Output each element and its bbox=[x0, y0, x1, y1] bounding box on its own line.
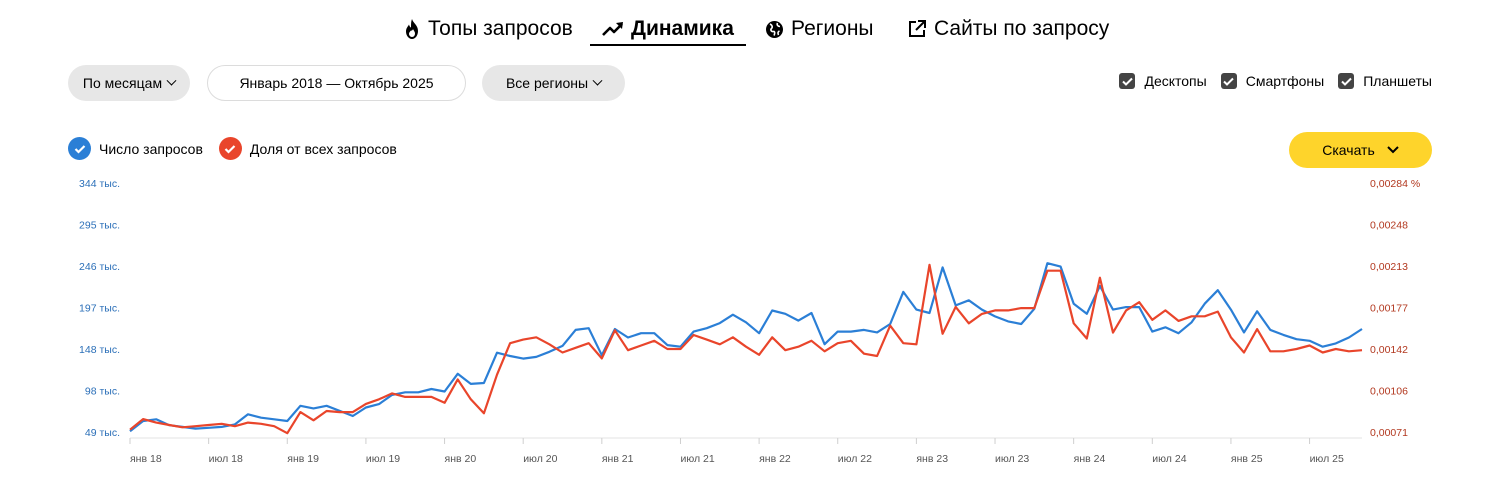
y-left-tick-label: 148 тыс. bbox=[79, 344, 120, 356]
tab-label: Регионы bbox=[791, 17, 874, 40]
legend-item-share[interactable]: Доля от всех запросов bbox=[218, 137, 397, 160]
legend-label: Доля от всех запросов bbox=[249, 140, 397, 157]
device-label: Планшеты bbox=[1363, 73, 1432, 89]
y-left-tick-label: 197 тыс. bbox=[79, 303, 120, 315]
period-value: По месяцам bbox=[82, 75, 163, 91]
series-line-queries bbox=[129, 262, 1363, 433]
device-tablet-checkbox[interactable]: Планшеты bbox=[1338, 73, 1432, 89]
y-right-tick-label: 0,00142 bbox=[1370, 344, 1408, 356]
x-tick-label: янв 24 bbox=[1074, 453, 1106, 465]
x-tick-label: июл 23 bbox=[995, 453, 1029, 465]
device-label: Десктопы bbox=[1144, 73, 1207, 89]
tab-sites[interactable]: Сайты по запросу bbox=[907, 14, 1109, 44]
x-tick-label: июл 18 bbox=[209, 453, 243, 465]
device-label: Смартфоны bbox=[1245, 73, 1325, 89]
tab-label: Топы запросов bbox=[428, 17, 573, 40]
checkbox-checked-icon bbox=[1338, 73, 1355, 89]
chevron-down-icon bbox=[166, 75, 177, 86]
x-tick-label: янв 25 bbox=[1231, 453, 1263, 465]
y-left-tick-label: 49 тыс. bbox=[85, 427, 120, 439]
globe-icon bbox=[766, 20, 783, 38]
x-tick-label: июл 20 bbox=[523, 453, 557, 465]
device-filters: Десктопы Смартфоны Планшеты bbox=[1119, 73, 1432, 89]
y-left-tick-label: 295 тыс. bbox=[79, 220, 120, 232]
x-tick-label: янв 21 bbox=[602, 453, 634, 465]
y-right-tick-label: 0,00177 bbox=[1370, 303, 1408, 315]
x-tick-label: июл 25 bbox=[1310, 453, 1344, 465]
x-tick-label: янв 22 bbox=[759, 453, 791, 465]
x-tick-label: янв 18 bbox=[130, 453, 162, 465]
checkbox-checked-icon bbox=[1119, 73, 1136, 89]
y-left-tick-label: 246 тыс. bbox=[79, 261, 120, 273]
chart-legend: Число запросов Доля от всех запросов bbox=[68, 137, 397, 160]
series-line-share bbox=[129, 263, 1363, 435]
tab-bar: Топы запросов Динамика Регионы Сайты по … bbox=[0, 14, 1498, 46]
x-tick-label: янв 20 bbox=[445, 453, 477, 465]
x-tick-label: июл 21 bbox=[680, 453, 714, 465]
tab-top-queries[interactable]: Топы запросов bbox=[403, 14, 573, 44]
y-right-tick-label: 0,00106 bbox=[1370, 386, 1408, 398]
region-value: Все регионы bbox=[505, 75, 589, 91]
chevron-down-icon bbox=[592, 75, 603, 86]
chevron-down-icon bbox=[1387, 146, 1399, 154]
y-right-tick-label: 0,00213 bbox=[1370, 261, 1408, 273]
x-tick-label: янв 23 bbox=[916, 453, 948, 465]
region-select[interactable]: Все регионы bbox=[482, 65, 625, 101]
tab-dynamics[interactable]: Динамика bbox=[590, 14, 746, 46]
x-tick-label: июл 19 bbox=[366, 453, 400, 465]
y-right-tick-label: 0,00248 bbox=[1370, 220, 1408, 232]
download-label: Скачать bbox=[1322, 142, 1375, 158]
y-right-tick-label: 0,00284 % bbox=[1370, 178, 1420, 190]
tab-label: Сайты по запросу bbox=[934, 17, 1110, 40]
date-range-value: Январь 2018 — Октябрь 2025 bbox=[239, 75, 434, 91]
tab-label: Динамика bbox=[631, 17, 734, 40]
legend-label: Число запросов bbox=[99, 140, 203, 157]
device-smartphone-checkbox[interactable]: Смартфоны bbox=[1220, 73, 1325, 89]
check-circle-icon bbox=[68, 137, 91, 160]
tab-regions[interactable]: Регионы bbox=[765, 14, 874, 44]
legend-item-queries[interactable]: Число запросов bbox=[68, 137, 203, 160]
line-chart: 344 тыс. 295 тыс. 246 тыс. 197 тыс. 148 тыс.… bbox=[79, 178, 1420, 465]
device-desktop-checkbox[interactable]: Десктопы bbox=[1119, 73, 1207, 89]
period-select[interactable]: По месяцам bbox=[68, 65, 190, 101]
trend-up-icon bbox=[602, 22, 623, 36]
download-button[interactable]: Скачать bbox=[1289, 132, 1432, 168]
checkbox-checked-icon bbox=[1220, 73, 1237, 89]
y-left-tick-label: 98 тыс. bbox=[85, 386, 120, 398]
x-tick-label: июл 22 bbox=[838, 453, 872, 465]
external-link-icon bbox=[909, 20, 926, 37]
date-range-picker[interactable]: Январь 2018 — Октябрь 2025 bbox=[207, 65, 466, 101]
x-tick-label: июл 24 bbox=[1152, 453, 1186, 465]
check-circle-icon bbox=[218, 137, 242, 160]
fire-icon bbox=[406, 19, 418, 39]
y-left-tick-label: 344 тыс. bbox=[79, 178, 120, 190]
x-tick-label: янв 19 bbox=[287, 453, 319, 465]
y-right-tick-label: 0,00071 bbox=[1370, 427, 1408, 439]
